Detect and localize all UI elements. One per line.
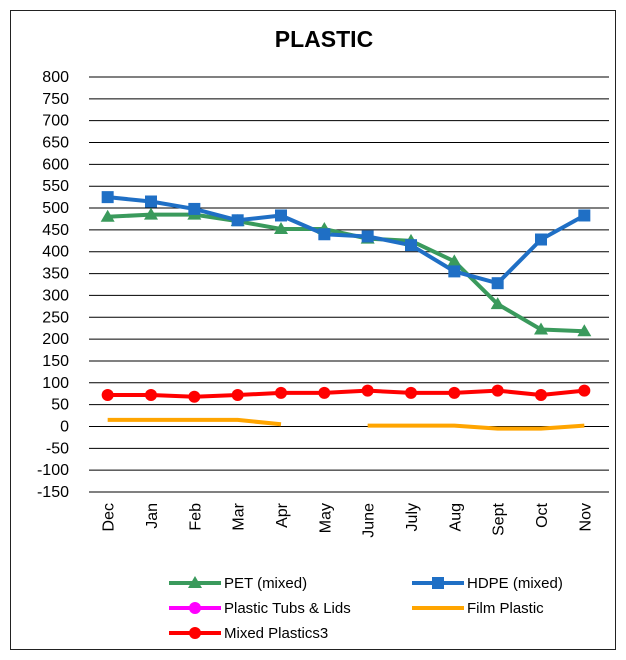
legend: PET (mixed) HDPE (mixed) Plastic Tubs & Li… — [169, 575, 563, 642]
x-tick-label: Jan — [144, 503, 161, 529]
x-tick-label: Nov — [577, 503, 594, 531]
y-tick-label: -50 — [46, 440, 69, 457]
y-tick-label: 200 — [42, 331, 69, 348]
y-tick-label: -150 — [37, 484, 69, 501]
series-line-1 — [107, 195, 586, 286]
data-point — [101, 389, 114, 402]
x-tick-label: Mar — [231, 502, 248, 530]
data-point — [534, 322, 548, 335]
series-lines — [107, 195, 586, 431]
legend-swatch-marker — [188, 576, 202, 588]
data-point — [405, 386, 417, 399]
data-point — [144, 207, 158, 220]
y-tick-label: 100 — [42, 375, 69, 392]
legend-item: HDPE (mixed) — [412, 575, 563, 592]
y-tick-label: -100 — [37, 462, 69, 479]
data-point — [578, 209, 591, 222]
series-line-3 — [367, 423, 585, 431]
y-tick-label: 600 — [42, 156, 69, 173]
x-tick-label: Sept — [491, 502, 508, 535]
y-tick-label: 400 — [42, 244, 69, 261]
y-tick-label: 500 — [42, 200, 69, 217]
y-tick-label: 250 — [42, 309, 69, 326]
gridlines — [89, 76, 609, 493]
y-tick-label: 0 — [60, 418, 69, 435]
x-tick-label: Oct — [534, 502, 551, 527]
data-point — [318, 228, 331, 241]
data-point — [100, 209, 115, 222]
legend-label: HDPE (mixed) — [467, 575, 563, 592]
data-point — [447, 254, 462, 267]
x-axis-tick-labels: Dec Jan Feb Mar Apr May June July Aug Sept Oct Nov — [101, 502, 595, 537]
y-tick-label: 750 — [42, 91, 69, 108]
chart-title: PLASTIC — [275, 26, 373, 52]
data-point — [405, 239, 417, 252]
y-tick-label: 550 — [42, 178, 69, 195]
x-tick-label: Apr — [274, 502, 291, 528]
legend-item: Mixed Plastics3 — [169, 625, 328, 642]
y-tick-label: 350 — [42, 266, 69, 283]
chart-frame: PLASTIC 800 750 700 650 600 550 500 450 400 350 30… — [10, 10, 616, 650]
y-tick-label: 700 — [42, 113, 69, 130]
data-point — [101, 191, 114, 204]
data-point — [490, 297, 505, 310]
x-tick-label: May — [317, 503, 334, 533]
data-point — [535, 389, 547, 402]
data-point — [274, 222, 288, 235]
legend-label: Mixed Plastics3 — [224, 625, 328, 642]
x-tick-label: June — [361, 503, 378, 538]
data-point — [577, 324, 592, 337]
data-point — [275, 386, 287, 399]
data-point — [145, 195, 157, 208]
data-point — [275, 209, 287, 222]
series-line-0 — [107, 212, 585, 334]
data-point — [578, 384, 591, 397]
legend-item: Film Plastic — [412, 600, 544, 617]
legend-swatch-marker — [189, 602, 201, 614]
legend-label: PET (mixed) — [224, 575, 307, 592]
data-point — [188, 390, 201, 403]
y-tick-label: 150 — [42, 353, 69, 370]
y-tick-label: 800 — [42, 69, 69, 86]
data-point — [318, 386, 331, 399]
legend-label: Plastic Tubs & Lids — [224, 600, 351, 617]
series-markers — [100, 191, 592, 403]
legend-label: Film Plastic — [467, 600, 544, 617]
data-point — [448, 386, 461, 399]
data-point — [188, 202, 201, 215]
data-point — [361, 384, 374, 397]
y-tick-label: 450 — [42, 222, 69, 239]
legend-item: Plastic Tubs & Lids — [169, 600, 351, 617]
legend-swatch-marker — [432, 577, 444, 589]
data-point — [491, 277, 504, 290]
legend-item: PET (mixed) — [169, 575, 307, 592]
x-tick-label: Aug — [447, 503, 464, 531]
data-point — [145, 389, 157, 402]
y-tick-label: 300 — [42, 287, 69, 304]
x-tick-label: July — [404, 503, 421, 531]
series-line-3 — [107, 417, 282, 427]
legend-swatch-marker — [189, 627, 201, 639]
plastic-line-chart: PLASTIC 80075070065060055050045040035030… — [37, 26, 609, 642]
y-tick-label: 50 — [51, 397, 69, 414]
x-tick-label: Dec — [101, 503, 118, 531]
y-axis-tick-labels: 8007507006506005505004504003503002502001… — [37, 69, 69, 501]
data-point — [231, 389, 244, 402]
data-point — [535, 233, 547, 246]
y-tick-label: 650 — [42, 135, 69, 152]
series-line-4 — [107, 388, 585, 399]
x-tick-label: Feb — [187, 503, 204, 531]
data-point — [361, 230, 374, 243]
data-point — [231, 214, 244, 227]
data-point — [448, 265, 461, 278]
data-point — [491, 384, 504, 397]
